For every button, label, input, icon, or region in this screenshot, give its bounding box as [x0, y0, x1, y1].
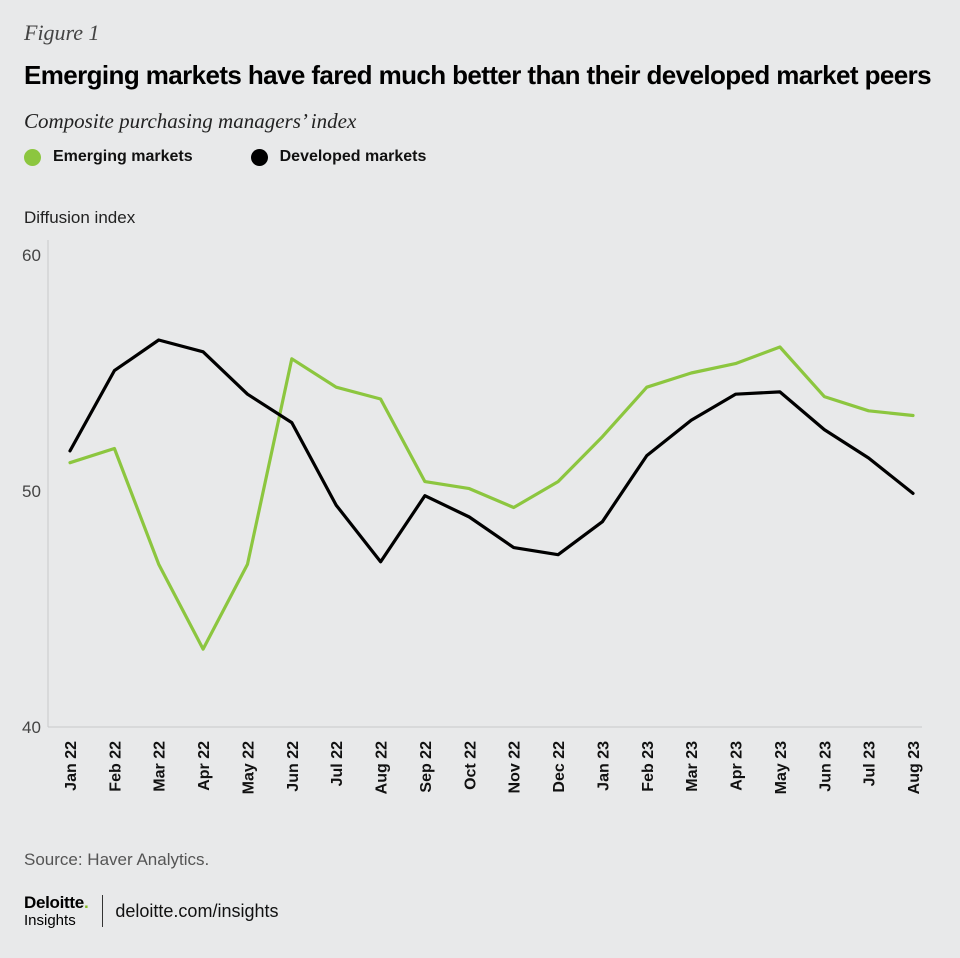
legend-item-developed: Developed markets — [250, 148, 427, 166]
legend-dot-developed — [250, 148, 268, 166]
legend-dot-emerging — [24, 148, 41, 166]
series-line-emerging — [68, 345, 915, 651]
chart-subtitle: Composite purchasing managers’ index — [24, 109, 357, 133]
footer-link[interactable]: deloitte.com/insights — [115, 900, 279, 921]
x-tick-label: Aug 23 — [906, 741, 923, 794]
chart-title: Emerging markets have fared much better … — [24, 60, 932, 90]
x-tick-label: Apr 23 — [729, 741, 746, 791]
x-tick-label: May 22 — [240, 741, 257, 794]
x-tick-label: Feb 22 — [107, 741, 124, 792]
legend-label-developed: Developed markets — [279, 148, 427, 165]
y-tick-label: 60 — [22, 246, 41, 265]
y-tick-label: 40 — [22, 718, 41, 737]
x-tick-label: Aug 22 — [374, 741, 391, 794]
x-tick-label: Jul 22 — [329, 741, 346, 786]
logo-wordmark: Deloitte. — [24, 893, 89, 912]
x-tick-label: Nov 22 — [507, 741, 524, 794]
source-note: Source: Haver Analytics. — [24, 850, 210, 869]
x-tick-label: Dec 22 — [551, 741, 568, 793]
x-tick-label: Jan 22 — [63, 741, 80, 791]
footer-divider — [102, 895, 104, 927]
y-tick-label: 50 — [22, 482, 41, 501]
logo-subtitle: Insights — [24, 912, 76, 929]
x-tick-label: Jan 23 — [595, 741, 612, 791]
y-axis-label: Diffusion index — [24, 208, 136, 227]
x-tick-label: Oct 22 — [462, 741, 479, 790]
x-tick-label: Apr 22 — [196, 741, 213, 791]
x-tick-label: May 23 — [773, 741, 790, 794]
x-tick-label: Jul 23 — [862, 741, 879, 786]
legend-label-emerging: Emerging markets — [53, 148, 193, 165]
x-tick-label: Mar 22 — [152, 741, 169, 792]
legend: Emerging markets Developed markets — [24, 148, 484, 166]
x-tick-label: Feb 23 — [640, 741, 657, 792]
x-tick-label: Jun 23 — [817, 741, 834, 792]
series-line-developed — [68, 338, 915, 564]
footer: Deloitte. Insights deloitte.com/insights — [24, 894, 278, 928]
legend-item-emerging: Emerging markets — [24, 148, 193, 166]
x-tick-label: Jun 22 — [285, 741, 302, 792]
deloitte-insights-logo: Deloitte. Insights — [24, 893, 89, 929]
figure-label: Figure 1 — [24, 20, 100, 45]
x-tick-label: Sep 22 — [418, 741, 435, 793]
x-tick-label: Mar 23 — [684, 741, 701, 792]
